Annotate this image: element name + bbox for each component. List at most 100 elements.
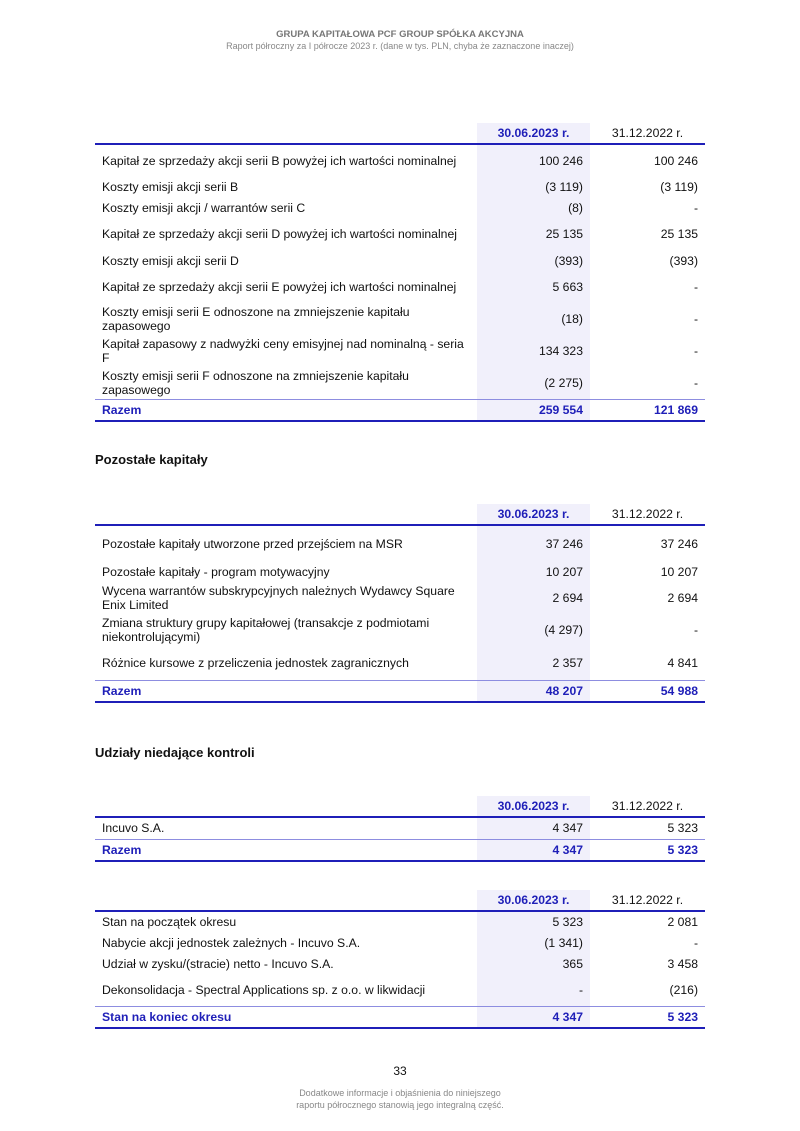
table-cell: Stan na początek okresu	[102, 915, 237, 929]
total-row: Razem 259 554 121 869	[95, 398, 705, 422]
footer-note-line2: raportu półrocznego stanowią jego integr…	[296, 1100, 504, 1110]
table-cell: Koszty emisji serii F odnoszone na zmnie…	[102, 368, 409, 397]
table-cell: Pozostałe kapitały utworzone przed przej…	[102, 536, 403, 551]
footer-note: Dodatkowe informacje i objaśnienia do ni…	[0, 1087, 800, 1111]
table-row: Stan na początek okresu 5 323 2 081	[95, 911, 705, 932]
table-cell: (18)	[477, 303, 590, 335]
table-cell: 2 081	[667, 915, 699, 929]
table-cell: -	[693, 200, 698, 215]
table-cell: Zmiana struktury grupy kapitałowej (tran…	[102, 616, 430, 644]
table-row: Kapitał zapasowy z nadwyżki ceny emisyjn…	[95, 335, 705, 367]
total-cell: Razem	[95, 679, 477, 703]
total-cell: 259 554	[477, 398, 590, 422]
total-cell: 5 323	[590, 1005, 705, 1029]
column-header	[95, 504, 477, 526]
table-cell: Koszty emisji serii E odnoszone na zmnie…	[102, 305, 410, 333]
company-header: GRUPA KAPITAŁOWA PCF GROUP SPÓŁKA AKCYJN…	[276, 29, 524, 40]
table-cell: Pozostałe kapitały - program motywacyjny	[102, 564, 330, 579]
table-cell: 5 323	[477, 911, 590, 932]
table-cell: -	[693, 280, 698, 294]
table-row: Nabycie akcji jednostek zależnych - Incu…	[95, 932, 705, 953]
table-cell: (393)	[669, 253, 698, 268]
total-cell: 5 323	[590, 838, 705, 862]
table-row: Koszty emisji serii E odnoszone na zmnie…	[95, 303, 705, 335]
table-cell: 2 694	[667, 591, 699, 605]
table-cell: Koszty emisji akcji / warrantów serii C	[102, 200, 306, 215]
non-controlling-table: 30.06.2023 r. 31.12.2022 r. Incuvo S.A. 4 3…	[95, 796, 705, 862]
column-header	[95, 123, 477, 145]
table-row: Koszty emisji serii F odnoszone na zmnie…	[95, 367, 705, 399]
table-cell: 25 135	[660, 227, 698, 241]
table-row: Udział w zysku/(stracie) netto - Incuvo …	[95, 953, 705, 974]
table-cell: Różnice kursowe z przeliczenia jednostek…	[102, 655, 409, 670]
table-row: Pozostałe kapitały - program motywacyjny…	[95, 561, 705, 582]
table-cell: (393)	[477, 250, 590, 271]
table-row: Zmiana struktury grupy kapitałowej (tran…	[95, 614, 705, 646]
table-row: Koszty emisji akcji serii D (393) (393)	[95, 250, 705, 271]
table-cell: 100 246	[653, 153, 698, 168]
table-cell: 37 246	[477, 525, 590, 561]
total-cell: 4 347	[477, 838, 590, 862]
table-cell: -	[693, 375, 698, 390]
section-title-non-controlling: Udziały niedające kontroli	[95, 745, 255, 760]
table-cell: 10 207	[477, 561, 590, 582]
table-row: Pozostałe kapitały utworzone przed przej…	[95, 525, 705, 561]
table-cell: 4 347	[477, 817, 590, 839]
total-cell: Stan na koniec okresu	[95, 1005, 477, 1029]
table-cell: -	[693, 312, 698, 326]
table-row: Kapitał ze sprzedaży akcji serii B powyż…	[95, 144, 705, 176]
table-cell: (3 119)	[660, 179, 698, 194]
column-header: 31.12.2022 r.	[590, 796, 705, 818]
share-premium-table: 30.06.2023 r. 31.12.2022 r. Kapitał ze spr…	[95, 123, 705, 422]
table-cell: Dekonsolidacja - Spectral Applications s…	[102, 982, 426, 997]
table-cell: (1 341)	[477, 932, 590, 953]
table-cell: 5 323	[667, 821, 699, 836]
table-cell: 2 694	[477, 582, 590, 614]
table-cell: 5 663	[477, 271, 590, 303]
table-cell: 134 323	[477, 335, 590, 367]
table-row: Wycena warrantów subskrypcyjnych należny…	[95, 582, 705, 614]
table-row: Kapitał ze sprzedaży akcji serii D powyż…	[95, 218, 705, 250]
table-cell: (4 297)	[477, 614, 590, 646]
table-cell: Wycena warrantów subskrypcyjnych należny…	[102, 584, 455, 612]
table-row: Incuvo S.A. 4 347 5 323	[95, 817, 705, 839]
section-title-other-capital: Pozostałe kapitały	[95, 452, 208, 467]
page-number: 33	[393, 1064, 407, 1078]
table-cell: 100 246	[477, 144, 590, 176]
table-cell: 365	[477, 953, 590, 974]
table-cell: Udział w zysku/(stracie) netto - Incuvo …	[102, 956, 334, 971]
table-row: Koszty emisji akcji serii B (3 119) (3 119…	[95, 176, 705, 197]
total-cell: 121 869	[590, 398, 705, 422]
total-row: Razem 48 207 54 988	[95, 679, 705, 703]
table-row: Kapitał ze sprzedaży akcji serii E powyż…	[95, 271, 705, 303]
table-cell: 2 357	[477, 646, 590, 680]
table-cell: (216)	[669, 982, 698, 997]
table-cell: 25 135	[477, 218, 590, 250]
column-header: 30.06.2023 r.	[477, 890, 590, 912]
table-cell: -	[693, 623, 698, 637]
table-cell: -	[693, 344, 698, 358]
table-cell: 10 207	[660, 564, 698, 579]
table-row: Koszty emisji akcji / warrantów serii C (…	[95, 197, 705, 218]
table-cell: Kapitał zapasowy z nadwyżki ceny emisyjn…	[102, 337, 464, 365]
total-cell: Razem	[95, 838, 477, 862]
column-header: 31.12.2022 r.	[590, 890, 705, 912]
total-cell: 4 347	[477, 1005, 590, 1029]
footer-note-line1: Dodatkowe informacje i objaśnienia do ni…	[299, 1088, 501, 1098]
table-cell: -	[693, 935, 698, 950]
total-cell: 54 988	[590, 679, 705, 703]
table-cell: (2 275)	[477, 367, 590, 399]
column-header: 31.12.2022 r.	[590, 123, 705, 145]
table-row: Różnice kursowe z przeliczenia jednostek…	[95, 646, 705, 680]
column-header	[95, 796, 477, 818]
total-row: Stan na koniec okresu 4 347 5 323	[95, 1005, 705, 1029]
column-header: 30.06.2023 r.	[477, 796, 590, 818]
table-cell: Nabycie akcji jednostek zależnych - Incu…	[102, 935, 361, 950]
table-cell: Incuvo S.A.	[102, 821, 165, 836]
table-cell: -	[477, 974, 590, 1006]
other-capital-table: 30.06.2023 r. 31.12.2022 r. Pozostałe kapi…	[95, 504, 705, 703]
column-header: 30.06.2023 r.	[477, 123, 590, 145]
total-cell: Razem	[95, 398, 477, 422]
table-cell: 3 458	[667, 956, 699, 971]
